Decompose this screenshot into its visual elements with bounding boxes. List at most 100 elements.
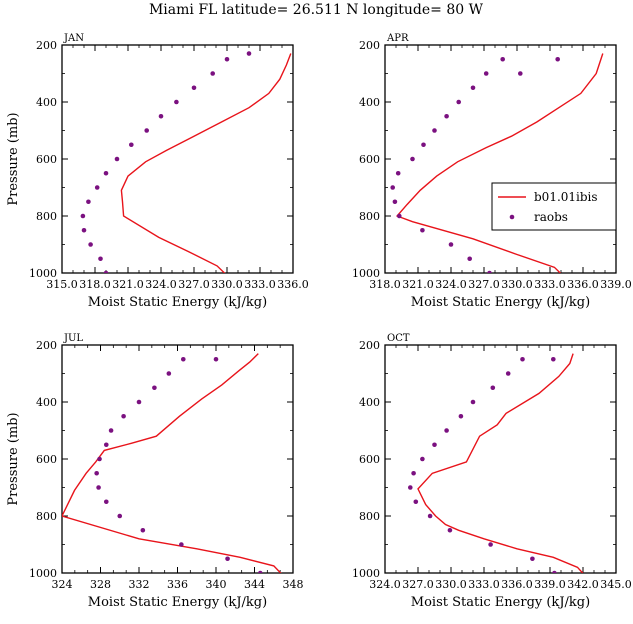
plot-frame (384, 44, 617, 274)
y-tick-label: 600 (36, 453, 57, 466)
x-tick-label: 318.0 (79, 278, 111, 291)
x-tick-label: 324.0 (145, 278, 177, 291)
series-point-raobs (470, 399, 476, 405)
panel-label: JAN (63, 33, 84, 44)
series-point-raobs (86, 199, 91, 205)
series-point-raobs (224, 56, 230, 62)
panel-jul: JUL 324 328 332 336 340 344 348 200 400 600 800 1000… (6, 333, 304, 610)
series-point-raobs (505, 371, 511, 376)
series-point-raobs (246, 51, 252, 56)
x-tick-label: 339.0 (600, 278, 632, 291)
x-tick-label: 324.0 (369, 578, 401, 591)
x-tick-label: 333.0 (534, 278, 566, 291)
y-axis-label: Pressure (mb) (6, 412, 21, 505)
series-point-raobs (81, 227, 87, 233)
series-point-raobs (420, 227, 425, 233)
y-tick-label: 600 (36, 153, 57, 166)
y-tick-label: 200 (359, 39, 380, 52)
series-point-raobs (144, 128, 149, 133)
series-point-raobs (94, 185, 100, 190)
y-tick-label: 1000 (352, 567, 380, 580)
legend-label-points: raobs (534, 210, 568, 224)
x-tick-label: 336.0 (501, 578, 533, 591)
x-tick-label: 324 (52, 578, 73, 591)
panel-apr: APR 318.0 321.0 324.0 327.0 330.0 333.0 336.0 33… (352, 33, 632, 310)
series-point-raobs (96, 485, 101, 490)
series-line-b01.01ibis (62, 353, 282, 573)
y-tick-label: 1000 (352, 267, 380, 280)
y-tick-label: 1000 (29, 567, 57, 580)
series-point-raobs (136, 399, 142, 405)
series-point-raobs (447, 527, 453, 533)
series-point-raobs (140, 527, 146, 533)
x-tick-label: 336.0 (567, 278, 599, 291)
series-point-raobs (213, 356, 219, 362)
series-point-raobs (500, 56, 506, 62)
y-axis-label: Pressure (mb) (6, 112, 21, 205)
series-point-raobs (103, 499, 109, 505)
series-point-raobs (427, 513, 433, 519)
y-tick-label: 600 (359, 153, 380, 166)
x-tick-label: 333.0 (244, 278, 276, 291)
y-tick-label: 200 (359, 339, 380, 352)
x-tick-label: 333.0 (468, 578, 500, 591)
series-point-raobs (129, 142, 134, 148)
series-point-raobs (487, 270, 492, 273)
series-point-raobs (397, 213, 402, 219)
series-line-b01.01ibis (417, 353, 584, 573)
series-point-raobs (483, 71, 489, 76)
series-point-raobs (413, 499, 419, 505)
plot-frame (61, 344, 294, 574)
series-point-raobs (117, 513, 123, 519)
x-tick-label: 321.0 (402, 278, 434, 291)
y-tick-label: 1000 (29, 267, 57, 280)
y-tick-label: 800 (36, 210, 57, 223)
x-tick-label: 327.0 (402, 578, 434, 591)
x-tick-label: 324.0 (435, 278, 467, 291)
x-axis-label: Moist Static Energy (kJ/kg) (88, 295, 267, 310)
x-axis-label: Moist Static Energy (kJ/kg) (411, 295, 590, 310)
series-point-raobs (174, 99, 179, 105)
series-point-raobs (410, 156, 415, 162)
series-point-raobs (530, 556, 535, 562)
series-point-raobs (555, 56, 560, 62)
panel-label: OCT (387, 333, 410, 344)
series-line-b01.01ibis (120, 53, 292, 273)
series-point-raobs (470, 85, 476, 91)
series-point-raobs (520, 356, 525, 362)
x-tick-label: 330.0 (501, 278, 533, 291)
x-tick-label: 327.0 (468, 278, 500, 291)
y-tick-label: 800 (359, 510, 380, 523)
y-tick-label: 200 (36, 339, 57, 352)
series-point-raobs (225, 556, 230, 562)
series-point-raobs (432, 128, 437, 133)
x-tick-label: 342.0 (567, 578, 599, 591)
x-tick-label: 336.0 (277, 278, 309, 291)
series-point-raobs (518, 71, 523, 76)
series-point-raobs (467, 256, 473, 262)
y-tick-label: 400 (359, 396, 380, 409)
legend: b01.01ibis raobs (491, 182, 617, 231)
series-point-raobs (552, 570, 557, 573)
series-point-raobs (191, 85, 197, 91)
series-point-raobs (420, 456, 425, 462)
legend-label-line: b01.01ibis (534, 190, 598, 204)
panel-label: APR (386, 33, 409, 44)
legend-point-swatch (509, 214, 515, 220)
y-tick-label: 800 (359, 210, 380, 223)
series-line-b01.01ibis (395, 53, 604, 273)
x-axis-label: Moist Static Energy (kJ/kg) (88, 595, 267, 610)
series-point-raobs (180, 356, 186, 362)
x-tick-label: 327.0 (178, 278, 210, 291)
series-point-raobs (103, 170, 109, 176)
series-point-raobs (97, 456, 102, 462)
x-tick-label: 332 (129, 578, 150, 591)
x-tick-label: 336 (167, 578, 188, 591)
y-tick-label: 200 (36, 39, 57, 52)
x-tick-label: 315.0 (46, 278, 78, 291)
series-point-raobs (166, 371, 172, 376)
plot-frame (61, 44, 294, 274)
y-tick-label: 400 (359, 96, 380, 109)
series-point-raobs (158, 113, 164, 119)
figure-title: Miami FL latitude= 26.511 N longitude= 8… (149, 2, 484, 18)
